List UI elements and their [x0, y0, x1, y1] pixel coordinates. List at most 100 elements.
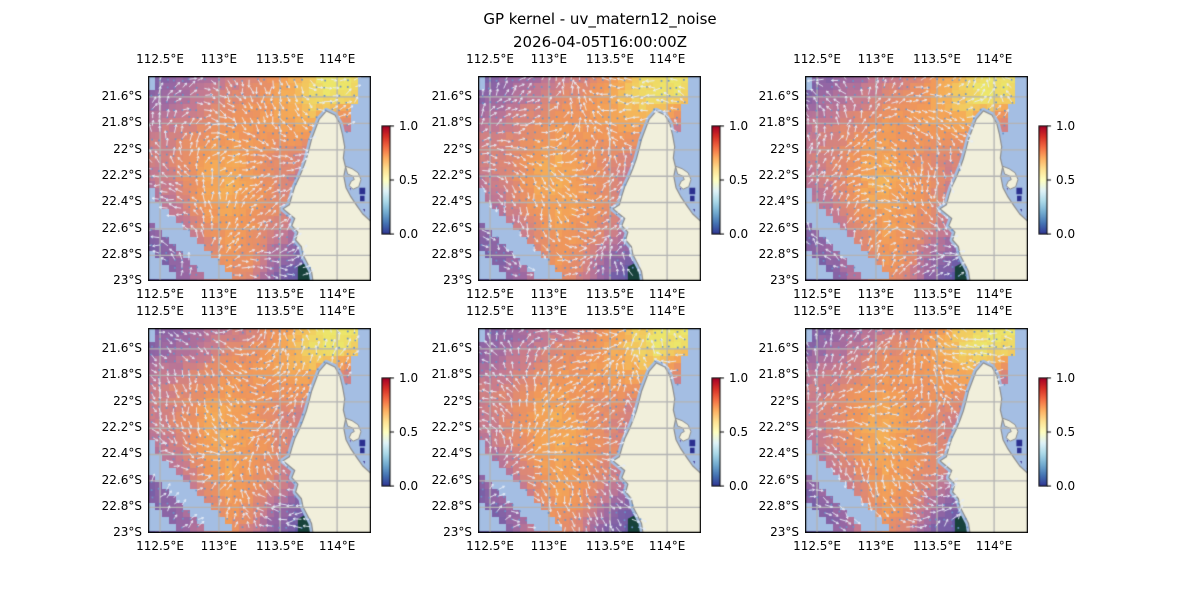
- y-tick-r1c1-5: 22.6°S: [101, 220, 142, 235]
- colorbar-tick-r1c1-2: 0.0: [399, 226, 419, 241]
- y-tick-r1c1-7: 23°S: [113, 273, 142, 287]
- colorbar-tick-r1c3-0: 1.0: [1056, 118, 1076, 133]
- y-tick-r1c2-4: 22.4°S: [431, 194, 472, 209]
- y-tick-r2c2-0: 21.6°S: [431, 340, 472, 355]
- colorbar-tick-r1c2-1: 0.5: [729, 172, 749, 187]
- y-tick-r2c2-1: 21.8°S: [431, 367, 472, 382]
- colorbar-tick-r2c3-1: 0.5: [1056, 424, 1076, 439]
- colorbar-tick-r1c2-0: 1.0: [729, 118, 749, 133]
- y-tick-r2c3-6: 22.8°S: [758, 499, 799, 514]
- y-tick-r1c3-4: 22.4°S: [758, 194, 799, 209]
- colorbar-tick-r2c3-0: 1.0: [1056, 370, 1076, 385]
- x-tick-top-r1c1-1: 113°E: [200, 52, 238, 66]
- y-tick-r2c1-5: 22.6°S: [101, 472, 142, 487]
- y-tick-r1c1-6: 22.8°S: [101, 247, 142, 262]
- y-tick-r1c3-2: 22°S: [770, 141, 799, 156]
- y-tick-r1c3-3: 22.2°S: [758, 168, 799, 183]
- colorbar-tick-r2c2-2: 0.0: [729, 478, 749, 493]
- colorbar-tick-r2c3-2: 0.0: [1056, 478, 1076, 493]
- colorbar-r2c1: [381, 376, 395, 487]
- x-tick-top-r1c3-0: 112.5°E: [793, 52, 841, 66]
- y-tick-r2c2-4: 22.4°S: [431, 446, 472, 461]
- y-tick-r2c3-0: 21.6°S: [758, 340, 799, 355]
- y-tick-r1c2-3: 22.2°S: [431, 168, 472, 183]
- y-tick-r1c3-0: 21.6°S: [758, 88, 799, 103]
- colorbar-r1c2: [711, 124, 725, 235]
- x-tick-top-r1c2-1: 113°E: [530, 52, 568, 66]
- y-tick-r2c1-0: 21.6°S: [101, 340, 142, 355]
- y-tick-r1c1-0: 21.6°S: [101, 88, 142, 103]
- colorbar-tick-r1c1-1: 0.5: [399, 172, 419, 187]
- x-tick-bottom-r1c3-1: 113°E: [857, 287, 895, 301]
- x-tick-top-r2c2-2: 113.5°E: [586, 304, 634, 318]
- map-canvas-r2c1: [148, 328, 371, 533]
- x-tick-bottom-r1c2-0: 112.5°E: [466, 287, 514, 301]
- y-tick-r2c1-6: 22.8°S: [101, 499, 142, 514]
- x-tick-bottom-r2c1-0: 112.5°E: [136, 539, 184, 553]
- x-tick-top-r1c1-3: 114°E: [318, 52, 356, 66]
- x-tick-top-r1c3-1: 113°E: [857, 52, 895, 66]
- x-tick-bottom-r2c1-3: 114°E: [318, 539, 356, 553]
- x-tick-top-r2c3-3: 114°E: [975, 304, 1013, 318]
- x-tick-top-r2c1-2: 113.5°E: [256, 304, 304, 318]
- x-tick-bottom-r1c1-1: 113°E: [200, 287, 238, 301]
- y-tick-r2c3-3: 22.2°S: [758, 420, 799, 435]
- x-tick-bottom-r1c2-2: 113.5°E: [586, 287, 634, 301]
- map-canvas-r1c3: [805, 76, 1028, 281]
- y-tick-r2c3-5: 22.6°S: [758, 472, 799, 487]
- y-tick-r1c2-1: 21.8°S: [431, 115, 472, 130]
- map-canvas-r2c3: [805, 328, 1028, 533]
- x-tick-top-r1c3-3: 114°E: [975, 52, 1013, 66]
- x-tick-bottom-r1c3-3: 114°E: [975, 287, 1013, 301]
- y-tick-r2c2-5: 22.6°S: [431, 472, 472, 487]
- y-tick-r1c3-5: 22.6°S: [758, 220, 799, 235]
- map-canvas-r1c1: [148, 76, 371, 281]
- x-tick-bottom-r2c2-0: 112.5°E: [466, 539, 514, 553]
- x-tick-top-r1c1-2: 113.5°E: [256, 52, 304, 66]
- y-tick-r1c1-4: 22.4°S: [101, 194, 142, 209]
- colorbar-tick-r2c1-1: 0.5: [399, 424, 419, 439]
- map-canvas-r1c2: [478, 76, 701, 281]
- x-tick-top-r2c3-0: 112.5°E: [793, 304, 841, 318]
- y-tick-r1c1-2: 22°S: [113, 141, 142, 156]
- x-tick-top-r2c2-3: 114°E: [648, 304, 686, 318]
- y-tick-r2c2-2: 22°S: [443, 393, 472, 408]
- y-tick-r2c2-3: 22.2°S: [431, 420, 472, 435]
- x-tick-bottom-r1c1-3: 114°E: [318, 287, 356, 301]
- x-tick-top-r1c1-0: 112.5°E: [136, 52, 184, 66]
- colorbar-tick-r1c3-2: 0.0: [1056, 226, 1076, 241]
- x-tick-bottom-r1c2-1: 113°E: [530, 287, 568, 301]
- x-tick-bottom-r1c3-0: 112.5°E: [793, 287, 841, 301]
- colorbar-tick-r1c3-1: 0.5: [1056, 172, 1076, 187]
- colorbar-tick-r1c2-2: 0.0: [729, 226, 749, 241]
- y-tick-r2c2-6: 22.8°S: [431, 499, 472, 514]
- colorbar-r2c2: [711, 376, 725, 487]
- y-tick-r1c2-5: 22.6°S: [431, 220, 472, 235]
- colorbar-tick-r1c1-0: 1.0: [399, 118, 419, 133]
- y-tick-r1c3-6: 22.8°S: [758, 247, 799, 262]
- x-tick-bottom-r2c2-3: 114°E: [648, 539, 686, 553]
- y-tick-r1c2-0: 21.6°S: [431, 88, 472, 103]
- x-tick-bottom-r1c2-3: 114°E: [648, 287, 686, 301]
- y-tick-r2c1-7: 23°S: [113, 525, 142, 539]
- x-tick-bottom-r2c3-3: 114°E: [975, 539, 1013, 553]
- y-tick-r2c1-2: 22°S: [113, 393, 142, 408]
- x-tick-bottom-r2c1-1: 113°E: [200, 539, 238, 553]
- y-tick-r1c3-7: 23°S: [770, 273, 799, 287]
- colorbar-tick-r2c1-0: 1.0: [399, 370, 419, 385]
- x-tick-top-r2c3-2: 113.5°E: [913, 304, 961, 318]
- colorbar-tick-r2c1-2: 0.0: [399, 478, 419, 493]
- colorbar-tick-r2c2-1: 0.5: [729, 424, 749, 439]
- y-tick-r1c2-2: 22°S: [443, 141, 472, 156]
- y-tick-r1c1-3: 22.2°S: [101, 168, 142, 183]
- x-tick-bottom-r2c3-2: 113.5°E: [913, 539, 961, 553]
- colorbar-tick-r2c2-0: 1.0: [729, 370, 749, 385]
- x-tick-top-r2c1-0: 112.5°E: [136, 304, 184, 318]
- x-tick-bottom-r2c3-1: 113°E: [857, 539, 895, 553]
- y-tick-r2c3-7: 23°S: [770, 525, 799, 539]
- y-tick-r1c2-6: 22.8°S: [431, 247, 472, 262]
- x-tick-top-r2c3-1: 113°E: [857, 304, 895, 318]
- y-tick-r2c3-1: 21.8°S: [758, 367, 799, 382]
- x-tick-top-r1c2-0: 112.5°E: [466, 52, 514, 66]
